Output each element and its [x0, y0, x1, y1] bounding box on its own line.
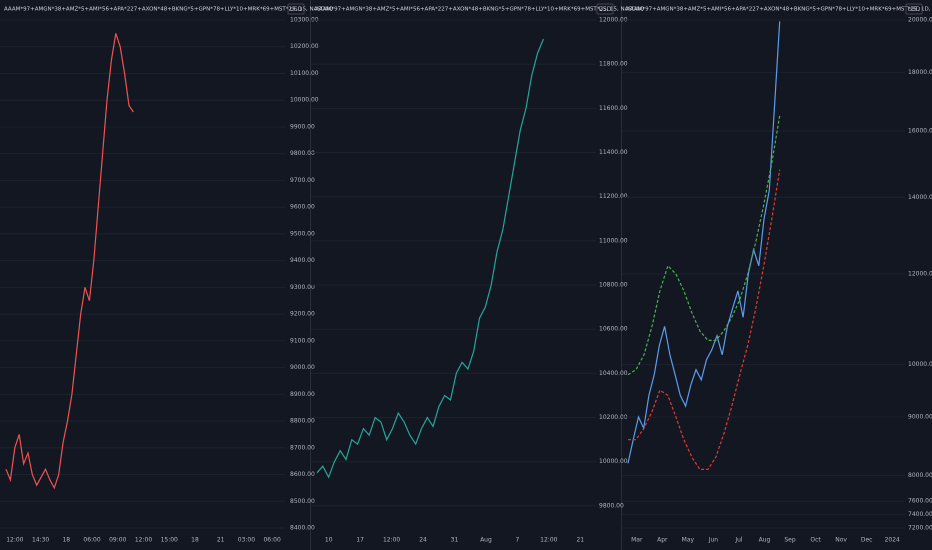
- y-tick-label: 10300.00: [290, 17, 319, 24]
- y-tick-label: 8000.00: [908, 472, 932, 479]
- x-tick-label: 21: [217, 537, 225, 544]
- x-tick-label: 18: [62, 537, 70, 544]
- y-tick-label: 10000.00: [908, 361, 932, 368]
- currency-box: [596, 3, 614, 15]
- x-tick-label: Jul: [734, 537, 743, 544]
- currency-box: [287, 3, 305, 15]
- y-tick-label: 7600.00: [908, 498, 932, 505]
- x-tick-label: 21: [576, 537, 584, 544]
- y-tick-label: 9100.00: [290, 337, 315, 344]
- y-tick-label: 12000.00: [908, 271, 932, 278]
- x-tick-label: 7: [515, 537, 519, 544]
- x-tick-label: 12:00: [383, 537, 400, 544]
- x-tick-label: 12:00: [135, 537, 152, 544]
- y-tick-label: 10000.00: [599, 458, 628, 465]
- x-tick-label: 09:00: [109, 537, 126, 544]
- y-tick-label: 11000.00: [599, 237, 628, 244]
- price-line: [316, 38, 544, 479]
- x-tick-label: 12:00: [6, 537, 23, 544]
- y-tick-label: 18000.00: [908, 69, 932, 76]
- x-tick-label: 31: [451, 537, 459, 544]
- y-tick-label: 10100.00: [290, 70, 319, 77]
- y-tick-label: 11800.00: [599, 61, 628, 68]
- y-tick-label: 20000.00: [908, 17, 932, 24]
- y-tick-label: 9900.00: [290, 123, 315, 130]
- x-tick-label: 06:00: [263, 537, 280, 544]
- chart-title: AAAM*97+AMGN*38+AMZ*5+AMI*56+APA*227+AXO…: [626, 7, 932, 13]
- x-tick-label: 14:30: [32, 537, 49, 544]
- price-line: [627, 115, 781, 376]
- y-tick-label: 8800.00: [290, 418, 315, 425]
- x-tick-label: 24: [419, 537, 427, 544]
- x-tick-label: Aug: [480, 537, 492, 544]
- x-tick-label: 12:00: [540, 537, 557, 544]
- y-tick-label: 12000.00: [599, 17, 628, 24]
- x-tick-label: Oct: [810, 537, 821, 544]
- y-tick-label: 10600.00: [599, 326, 628, 333]
- y-tick-label: 14000.00: [908, 194, 932, 201]
- x-tick-label: 10: [325, 537, 333, 544]
- x-tick-label: Dec: [861, 537, 873, 544]
- y-tick-label: 9300.00: [290, 284, 315, 291]
- x-tick-label: Jun: [708, 537, 719, 544]
- x-tick-label: 2024: [885, 537, 900, 544]
- chart-title: AAAM*97+AMGN*38+AMZ*5+AMI*56+APA*227+AXO…: [4, 7, 334, 13]
- x-tick-label: 06:00: [83, 537, 100, 544]
- y-tick-label: 9400.00: [290, 257, 315, 264]
- x-tick-label: Sep: [784, 537, 796, 544]
- y-tick-label: 9800.00: [599, 502, 624, 509]
- y-tick-label: 8900.00: [290, 391, 315, 398]
- y-tick-label: 7200.00: [908, 525, 932, 532]
- y-tick-label: 9800.00: [290, 150, 315, 157]
- y-tick-label: 10000.00: [290, 97, 319, 104]
- y-tick-label: 10200.00: [599, 414, 628, 421]
- x-tick-label: Apr: [657, 537, 668, 544]
- y-tick-label: 11400.00: [599, 149, 628, 156]
- x-tick-label: 18: [191, 537, 199, 544]
- y-tick-label: 10400.00: [599, 370, 628, 377]
- y-tick-label: 9000.00: [908, 414, 932, 421]
- y-tick-label: 11600.00: [599, 105, 628, 112]
- currency: USD: [290, 6, 303, 13]
- y-tick-label: 11200.00: [599, 193, 628, 200]
- y-tick-label: 9500.00: [290, 230, 315, 237]
- x-tick-label: 15:00: [161, 537, 178, 544]
- price-line: [627, 21, 781, 464]
- y-tick-label: 8400.00: [290, 525, 315, 532]
- y-tick-label: 8700.00: [290, 444, 315, 451]
- currency: USD: [908, 6, 921, 13]
- y-tick-label: 10200.00: [290, 43, 319, 50]
- y-tick-label: 8600.00: [290, 471, 315, 478]
- currency: USD: [599, 6, 612, 13]
- price-line: [628, 169, 781, 470]
- y-tick-label: 7400.00: [908, 511, 932, 518]
- y-tick-label: 9600.00: [290, 204, 315, 211]
- x-tick-label: Aug: [759, 537, 771, 544]
- y-tick-label: 16000.00: [908, 127, 932, 134]
- currency-box: [905, 3, 923, 15]
- x-tick-label: 03:00: [238, 537, 255, 544]
- y-tick-label: 8500.00: [290, 498, 315, 505]
- x-tick-label: Nov: [835, 537, 847, 544]
- y-tick-label: 10800.00: [599, 282, 628, 289]
- x-tick-label: Mar: [631, 537, 643, 544]
- x-tick-label: May: [682, 537, 695, 544]
- x-tick-label: 17: [356, 537, 364, 544]
- y-tick-label: 9700.00: [290, 177, 315, 184]
- y-tick-label: 9200.00: [290, 311, 315, 318]
- chart-title: AAAM*97+AMGN*38+AMZ*5+AMI*56+APA*227+AXO…: [315, 7, 645, 13]
- y-tick-label: 9000.00: [290, 364, 315, 371]
- price-line: [5, 33, 134, 490]
